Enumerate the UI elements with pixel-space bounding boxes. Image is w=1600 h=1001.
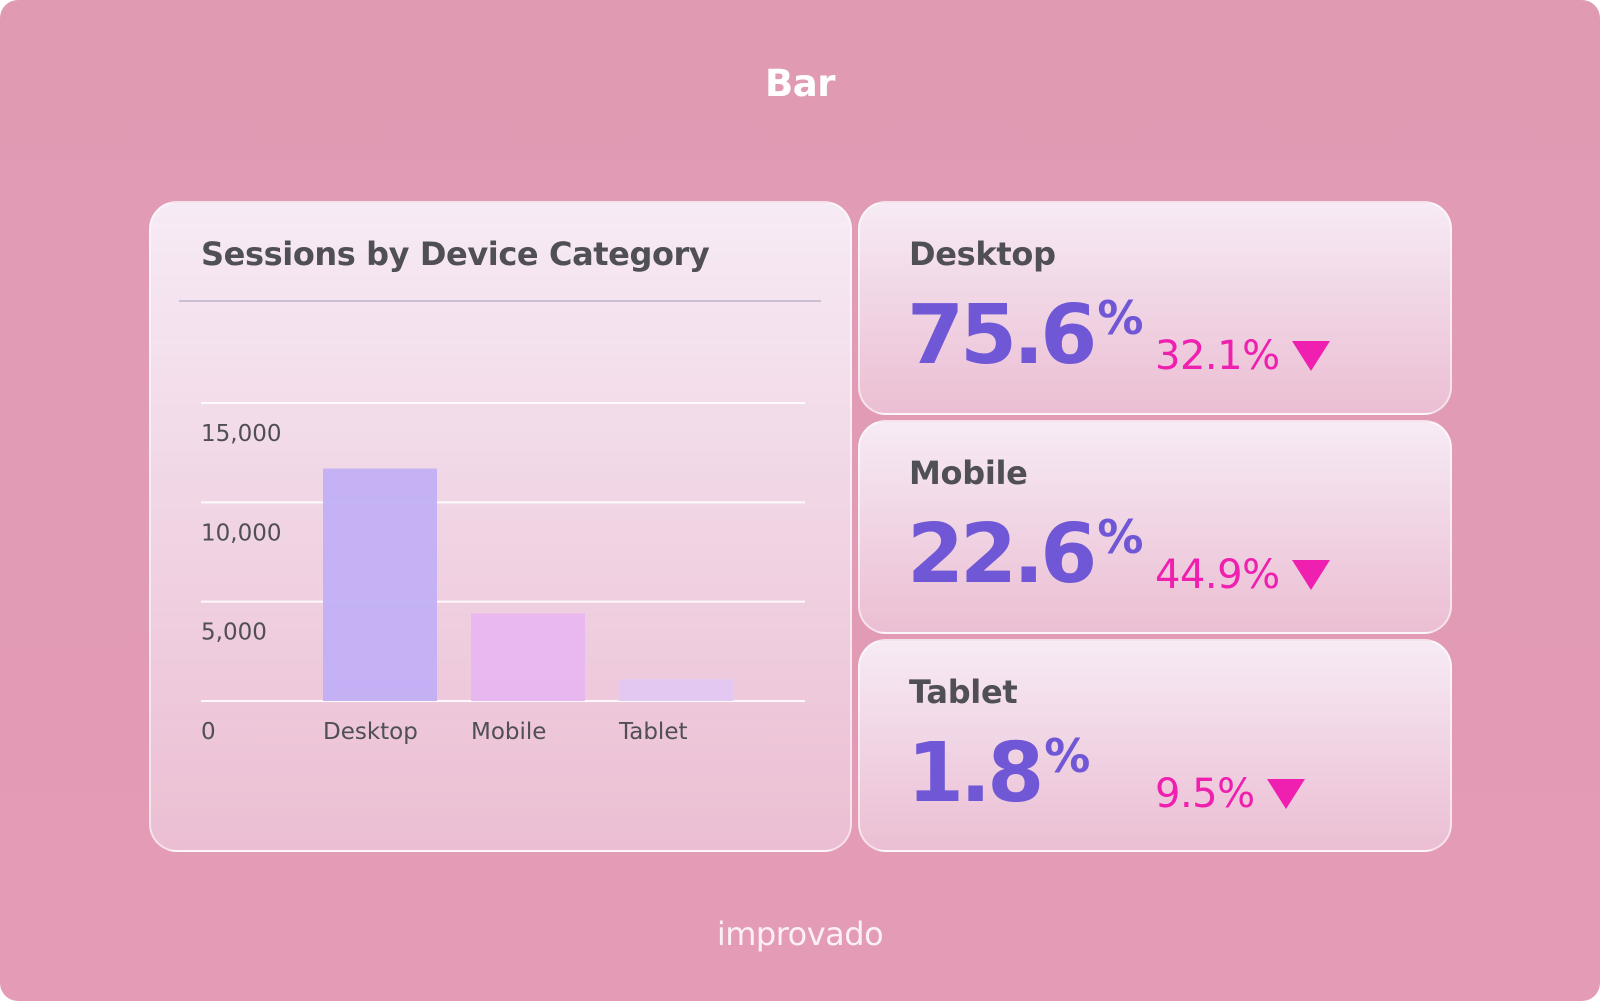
down-arrow-icon xyxy=(1291,560,1330,590)
metric-card-tablet: Tablet 1.8 % 9.5% xyxy=(858,639,1452,852)
change-value: 9.5% xyxy=(1155,771,1255,817)
y-tick-label: 10,000 xyxy=(201,520,281,546)
x-category-label: Desktop xyxy=(323,719,418,745)
change-value: 44.9% xyxy=(1155,552,1280,598)
metric-change: 32.1% xyxy=(1155,333,1330,379)
metric-value: 22.6 % xyxy=(907,510,1143,600)
metric-label: Tablet xyxy=(909,673,1018,711)
metric-change: 9.5% xyxy=(1155,771,1305,817)
page-title: Bar xyxy=(765,62,835,105)
y-tick-label: 5,000 xyxy=(201,620,267,646)
change-value: 32.1% xyxy=(1155,333,1280,379)
sessions-chart-card: Sessions by Device Category 0 5,000 10,000… xyxy=(149,201,852,852)
metric-card-mobile: Mobile 22.6 % 44.9% xyxy=(858,420,1452,634)
metric-unit: % xyxy=(1097,510,1144,564)
metric-card-desktop: Desktop 75.6 % 32.1% xyxy=(858,201,1452,415)
bar-mobile xyxy=(471,613,585,701)
metric-unit: % xyxy=(1044,729,1091,783)
bar-tablet xyxy=(619,679,733,701)
x-category-label: Mobile xyxy=(471,719,546,745)
x-category-label: Tablet xyxy=(618,719,688,745)
down-arrow-icon xyxy=(1291,341,1330,371)
bar-chart: 0 5,000 10,000 15,000 Desktop Mobile Tablet xyxy=(201,402,805,745)
down-arrow-icon xyxy=(1266,779,1305,809)
bar-desktop xyxy=(323,468,437,701)
metric-number: 75.6 xyxy=(907,288,1097,383)
metric-number: 1.8 xyxy=(907,726,1044,821)
metric-value: 1.8 % xyxy=(907,729,1090,819)
brand-logo: improvado xyxy=(716,915,884,953)
metric-change: 44.9% xyxy=(1155,552,1330,598)
y-tick-label: 0 xyxy=(201,719,216,745)
metric-value: 75.6 % xyxy=(907,291,1143,381)
metric-unit: % xyxy=(1097,291,1144,345)
metric-label: Mobile xyxy=(909,454,1028,492)
chart-title-divider xyxy=(179,300,821,302)
metric-number: 22.6 xyxy=(907,507,1097,602)
chart-title: Sessions by Device Category xyxy=(201,235,710,273)
y-tick-label: 15,000 xyxy=(201,421,281,447)
metric-label: Desktop xyxy=(909,235,1056,273)
